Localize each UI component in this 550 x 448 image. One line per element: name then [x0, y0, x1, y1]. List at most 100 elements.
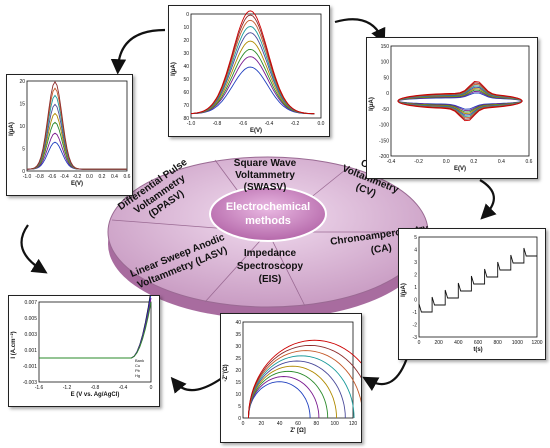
ca-ytick-label: -2 — [413, 323, 418, 329]
dpasv-ytick-label: 15 — [19, 102, 25, 108]
method-swasv-line3: (SWASV) — [244, 182, 287, 193]
cv-plot-frame — [390, 45, 530, 157]
eis-ytick-label: 20 — [235, 368, 241, 374]
swasv-curve — [190, 66, 315, 115]
method-ca-line2: (CA) — [370, 242, 392, 256]
dpasv-ytick-label: 20 — [19, 79, 25, 85]
eis-ytick-label: 10 — [235, 392, 241, 398]
eis-curve — [248, 381, 311, 419]
arrow-right — [479, 179, 497, 220]
eis-xaxis-label: Z' [Ω] — [290, 428, 306, 434]
dpasv-xtick-label: -0.2 — [73, 174, 82, 180]
ca-yaxis-label: I(μA) — [401, 283, 407, 297]
method-eis-line2: Spectroscopy — [237, 261, 304, 272]
ca-xaxis-label: t(s) — [473, 347, 482, 353]
center-title-line2: methods — [245, 215, 291, 227]
cv-ytick-label: -100 — [379, 123, 389, 129]
eis-curve — [248, 350, 361, 419]
dpasv-xtick-label: 0.2 — [99, 174, 106, 180]
ca-ytick-label: -3 — [413, 335, 418, 341]
lasv-xtick-label: -0.4 — [119, 385, 128, 391]
flow-arrows — [20, 18, 497, 394]
eis-yaxis-label: -Z''(Ω) — [223, 364, 229, 381]
swasv-xtick-label: -0.4 — [265, 121, 274, 127]
cv-xtick-label: -0.2 — [414, 159, 423, 165]
swasv-ytick-label: 0 — [186, 12, 189, 18]
eis-ytick-label: 30 — [235, 344, 241, 350]
arrow-left — [20, 224, 48, 274]
dpasv-xtick-label: -0.4 — [60, 174, 69, 180]
swasv-curve — [190, 56, 315, 115]
dpasv-xtick-label: 0.0 — [86, 174, 93, 180]
eis-xtick-label: 120 — [349, 421, 358, 427]
ca-ytick-label: 3 — [414, 260, 417, 266]
cv-yaxis-label: I(μA) — [369, 97, 375, 111]
lasv-xtick-label: -1.2 — [63, 385, 72, 391]
lasv-xtick-label: -1.6 — [35, 385, 44, 391]
panel-ca: 5 4 3 2 1 0 -1 -2 -3 0 200 400 600 800 1000 1200 t(s) I(μ… — [398, 228, 546, 360]
dpasv-curve — [26, 81, 127, 170]
panel-eis: 40 35 30 25 20 15 10 5 0 0 20 40 60 80 100 120 Z' [Ω] -Z'… — [220, 313, 362, 443]
panel-swasv: 0 10 20 30 40 50 60 70 80 -1.0 -0.8 -0.6 -0.4 -0.2 0.0… — [168, 5, 330, 137]
method-eis: Impedance Spectroscopy (EIS) — [237, 248, 304, 285]
swasv-xtick-label: -0.6 — [239, 121, 248, 127]
swasv-curve — [190, 48, 315, 115]
ca-ytick-label: -1 — [413, 310, 418, 316]
swasv-ytick-label: 40 — [183, 64, 189, 70]
cv-ytick-label: 150 — [381, 44, 390, 50]
eis-curve — [248, 360, 346, 419]
swasv-curve — [190, 10, 315, 115]
eis-ytick-label: 25 — [235, 356, 241, 362]
swasv-ytick-label: 50 — [183, 77, 189, 83]
lasv-ytick-label: 0.001 — [24, 348, 37, 354]
swasv-yaxis-label: I(μA) — [171, 62, 177, 76]
dpasv-xtick-label: -0.6 — [48, 174, 57, 180]
lasv-ytick-label: 0.003 — [24, 332, 37, 338]
cv-ytick-label: 50 — [383, 75, 389, 81]
cv-curve — [397, 81, 523, 122]
lasv-legend-label: Bank — [135, 358, 144, 363]
eis-plot-frame — [242, 321, 354, 419]
eis-curve — [248, 355, 355, 419]
ca-ytick-label: 2 — [414, 273, 417, 279]
swasv-ytick-label: 70 — [183, 103, 189, 109]
swasv-ytick-label: 10 — [183, 25, 189, 31]
dpasv-ytick-label: 5 — [22, 147, 25, 153]
swasv-plot-frame — [190, 13, 322, 119]
dpasv-xtick-label: 0.6 — [124, 174, 131, 180]
eis-ytick-label: 15 — [235, 380, 241, 386]
swasv-curve — [190, 19, 315, 115]
eis-xtick-label: 60 — [295, 421, 301, 427]
ca-xtick-label: 200 — [434, 340, 443, 346]
ca-xtick-label: 800 — [493, 340, 502, 346]
ca-plot-frame — [418, 236, 538, 338]
method-eis-line3: (EIS) — [259, 274, 282, 285]
cv-xtick-label: 0.0 — [443, 159, 450, 165]
method-swasv-line2: Voltammetry — [235, 170, 295, 181]
cv-ytick-label: -50 — [382, 107, 389, 113]
lasv-legend-label: Hg — [135, 373, 140, 378]
cv-ytick-label: -150 — [379, 138, 389, 144]
lasv-legend-label: Pb — [135, 368, 141, 373]
chart-cv: 150 100 50 0 -50 -100 -150 -200-0.4 -0.2 0.0 0.2 0.… — [369, 44, 533, 172]
eis-xtick-label: 100 — [330, 421, 339, 427]
eis-curve — [248, 365, 337, 419]
method-eis-line1: Impedance — [244, 248, 297, 259]
ca-xtick-label: 0 — [418, 340, 421, 346]
cv-xtick-label: -0.4 — [387, 159, 396, 165]
eis-xtick-label: 40 — [277, 421, 283, 427]
chart-dpasv: 20 15 10 5 0-1.0 -0.8 -0.6 -0.4 -0.2 0.0 0.2 0.4 0.6… — [9, 79, 131, 187]
lasv-xtick-label: 0 — [150, 385, 153, 391]
method-swasv: Square Wave Voltammetry (SWASV) — [234, 158, 297, 193]
panel-dpasv: 20 15 10 5 0 -1.0 -0.8 -0.6 -0.4 -0.2 0.0 0.2 0.4 0.6… — [6, 74, 133, 196]
lasv-ytick-label: 0.005 — [24, 316, 37, 322]
eis-curve — [248, 370, 329, 419]
arrow-bottom-left — [170, 376, 223, 394]
cv-ytick-label: -200 — [379, 154, 389, 160]
lasv-curve — [39, 297, 152, 359]
dpasv-xaxis-label: E(V) — [71, 181, 83, 187]
swasv-curve — [190, 26, 315, 115]
swasv-xtick-label: -0.8 — [213, 121, 222, 127]
lasv-curve — [39, 296, 152, 359]
